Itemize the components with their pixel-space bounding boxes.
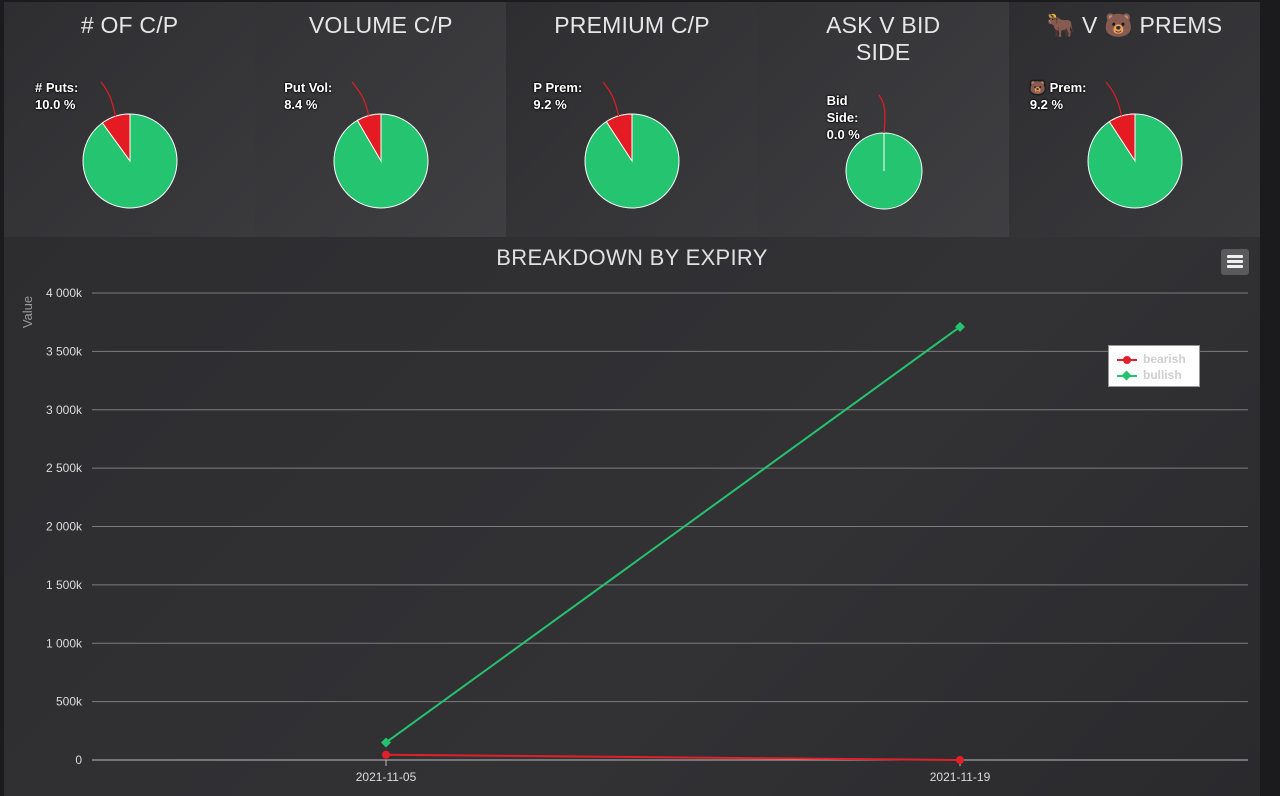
panel-count-cp: # OF C/P # Puts: 10.0 % — [4, 2, 256, 237]
line-chart-plot: 0 500k 1 000k 1 500k 2 000k 2 500k 3 000k 3 500… — [20, 286, 1248, 784]
hamburger-icon — [1227, 255, 1243, 258]
series-line-bearish[interactable] — [385, 753, 961, 761]
hamburger-icon — [1227, 265, 1243, 268]
panel-title: # OF C/P — [80, 12, 179, 38]
pie-label-connector — [100, 81, 117, 117]
pie-chart-premium — [584, 81, 680, 209]
summary-pie-row: # OF C/P # Puts: 10.0 % VOLUME C/P Put V… — [4, 2, 1261, 237]
panel-volume-cp: VOLUME C/P Put Vol: 8.4 % — [255, 2, 507, 237]
pie-data-label: 🐻 Prem: 9.2 % — [1029, 80, 1087, 112]
panel-bull-bear-prems: 🐂 V 🐻 PREMS 🐻 Prem: 9.2 % — [1008, 2, 1261, 237]
y-tick-label: 2 500k — [46, 461, 83, 475]
y-tick-label: 0 — [75, 753, 82, 767]
x-tick-label: 2021-11-19 — [930, 770, 991, 784]
legend-marker — [1121, 370, 1132, 381]
pie-slice-puts[interactable] — [356, 113, 382, 163]
pie-chart-volume — [333, 81, 429, 209]
y-tick-label: 2 000k — [46, 520, 83, 534]
series-line-bullish[interactable] — [385, 326, 961, 744]
y-tick-label: 4 000k — [46, 286, 83, 300]
y-tick-label: 500k — [56, 695, 83, 709]
legend-label: bearish — [1143, 352, 1186, 366]
pie-label-connector — [351, 81, 370, 116]
pie-data-label: Bid Side: 0.0 % — [826, 93, 860, 142]
panel-title: PREMIUM C/P — [554, 12, 710, 38]
pie-slice-puts[interactable] — [1108, 113, 1136, 163]
panel-ask-bid: ASK V BID SIDE Bid Side: 0.0 % — [757, 2, 1009, 237]
legend-label: bullish — [1143, 368, 1182, 382]
pie-data-label: P Prem: 9.2 % — [533, 80, 583, 112]
panel-title: 🐂 V 🐻 PREMS — [1046, 12, 1223, 38]
panel-premium-cp: PREMIUM C/P P Prem: 9.2 % — [506, 2, 758, 237]
panel-title: ASK V BID SIDE — [826, 12, 941, 65]
panel-title: VOLUME C/P — [308, 12, 453, 38]
y-tick-label: 1 500k — [46, 578, 83, 592]
pie-chart-bull-bear — [1087, 81, 1183, 209]
chart-title: BREAKDOWN BY EXPIRY — [496, 245, 768, 270]
pie-chart-count — [82, 81, 178, 209]
data-point-bullish[interactable] — [381, 737, 391, 748]
y-axis-label: Value — [20, 296, 35, 328]
data-point-bullish[interactable] — [955, 321, 965, 332]
pie-data-label: Put Vol: 8.4 % — [284, 80, 333, 112]
legend-marker — [1123, 356, 1131, 364]
pie-label-connector — [1105, 81, 1123, 117]
pie-label-connector — [602, 81, 620, 117]
x-tick-label: 2021-11-05 — [356, 770, 417, 784]
data-point-bearish[interactable] — [382, 750, 390, 759]
expiry-breakdown-chart: 0 500k 1 000k 1 500k 2 000k 2 500k 3 000k 3 500… — [4, 237, 1260, 796]
pie-chart-ask-bid — [845, 94, 923, 210]
chart-legend: bearish bullish — [1108, 345, 1200, 387]
pie-slice-puts[interactable] — [606, 113, 633, 163]
y-tick-label: 1 000k — [46, 636, 83, 650]
pie-label-connector — [878, 94, 886, 134]
chart-menu-button[interactable] — [1221, 249, 1249, 275]
y-tick-label: 3 000k — [46, 403, 83, 417]
data-point-bearish[interactable] — [956, 756, 964, 764]
pie-data-label: # Puts: 10.0 % — [35, 80, 79, 112]
hamburger-icon — [1227, 260, 1243, 263]
y-tick-label: 3 500k — [46, 344, 83, 358]
